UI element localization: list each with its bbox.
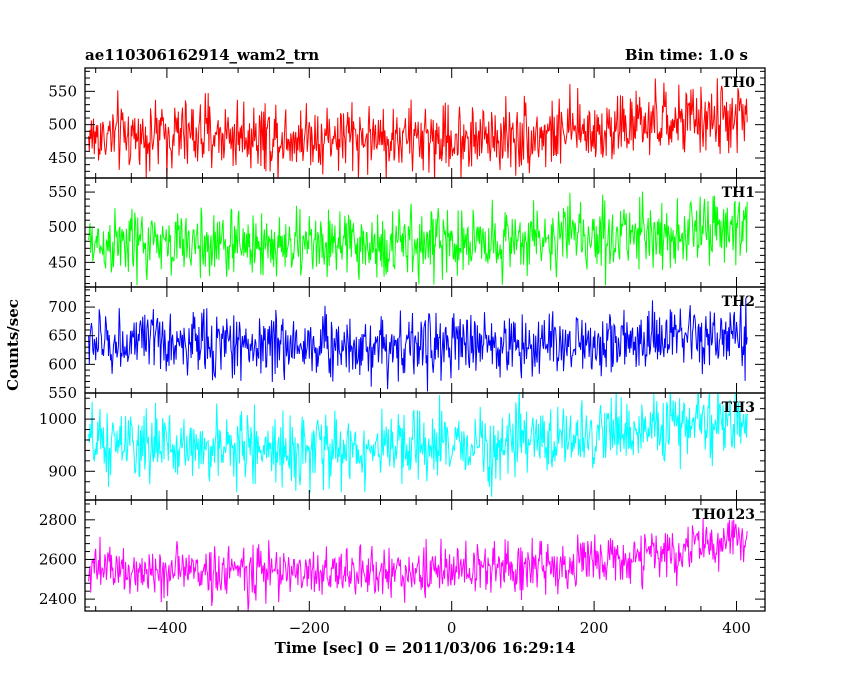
series-line-th0	[88, 78, 748, 178]
x-tick-label: 200	[580, 619, 609, 637]
y-tick-label: 1000	[39, 410, 77, 428]
x-tick-label: −200	[289, 619, 330, 637]
panel-label: TH0	[722, 75, 756, 91]
y-tick-label: 2600	[39, 550, 77, 568]
y-axis-label: Counts/sec	[4, 299, 22, 391]
y-tick-label: 900	[48, 462, 77, 480]
y-tick-label: 550	[48, 384, 77, 402]
series-line-th1	[88, 191, 748, 286]
panel-th3: 900 1000 TH3	[39, 392, 766, 501]
x-axis-label: Time [sec] 0 = 2011/03/06 16:29:14	[275, 639, 576, 657]
y-tick-label: 2800	[39, 511, 77, 529]
panel-label: TH2	[722, 294, 755, 310]
x-tick-label: 400	[722, 619, 751, 637]
x-tick-label: −400	[146, 619, 187, 637]
panel-frame	[84, 499, 766, 612]
y-tick-label: 450	[48, 253, 77, 271]
y-tick-label: 550	[48, 183, 77, 201]
y-tick-label: 550	[48, 82, 77, 100]
panel-label: TH3	[722, 400, 755, 416]
x-axis: −400 −200 0 200 400	[146, 619, 751, 637]
y-tick-label: 500	[48, 218, 77, 236]
series-line-th2	[88, 297, 748, 392]
panel-label: TH0123	[692, 507, 755, 523]
y-tick-label: 500	[48, 116, 77, 134]
panel-frame	[84, 177, 766, 288]
panel-label: TH1	[722, 185, 755, 201]
y-tick-label: 600	[48, 355, 77, 373]
y-tick-label: 700	[48, 298, 77, 316]
bin-time-label: Bin time: 1.0 s	[625, 46, 748, 64]
y-tick-label: 450	[48, 149, 77, 167]
series-line-th3	[88, 393, 748, 497]
panel-frame	[84, 286, 766, 394]
panel-th0123: 2400 2600 2800 TH0123	[39, 499, 766, 612]
panel-th2: 550 600 650 700 TH2	[48, 286, 766, 402]
chart-title: ae110306162914_wam2_trn	[85, 46, 319, 64]
series-line-th0123	[88, 518, 748, 611]
y-tick-label: 2400	[39, 590, 77, 608]
panel-th0: 450 500 550 TH0	[48, 67, 766, 179]
x-tick-label: 0	[447, 619, 457, 637]
y-tick-label: 650	[48, 327, 77, 345]
panels-group: 450 500 550 TH0 450 500 550 TH1 550 600 650 700 TH2 9…	[39, 67, 766, 612]
panel-th1: 450 500 550 TH1	[48, 177, 766, 288]
